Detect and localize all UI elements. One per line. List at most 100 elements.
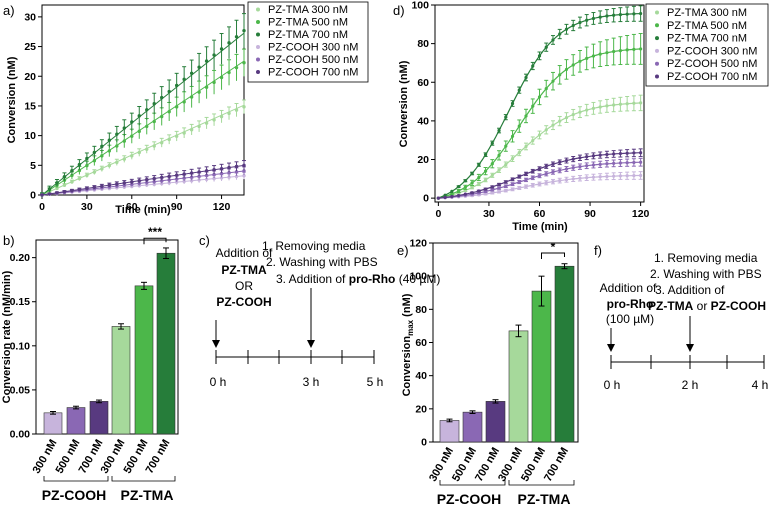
y-tick-label: 0.05 bbox=[10, 384, 31, 396]
data-point bbox=[605, 162, 609, 166]
data-point bbox=[612, 49, 616, 54]
data-point bbox=[182, 176, 186, 180]
data-point bbox=[477, 175, 481, 180]
data-point bbox=[504, 188, 508, 193]
data-point bbox=[234, 108, 239, 112]
data-point bbox=[227, 175, 231, 179]
data-point bbox=[531, 176, 535, 180]
significance-label: *** bbox=[148, 225, 162, 239]
data-point bbox=[145, 183, 149, 187]
x-tick-label: 60 bbox=[126, 201, 138, 213]
data-point bbox=[585, 18, 589, 22]
data-point bbox=[591, 106, 596, 110]
data-point bbox=[625, 174, 629, 178]
data-point bbox=[85, 163, 89, 168]
y-tick-label: 100 bbox=[409, 271, 427, 283]
data-point bbox=[137, 150, 141, 155]
legend-label: PZ-COOH 300 nM bbox=[268, 42, 358, 54]
data-point bbox=[551, 79, 555, 83]
data-point bbox=[571, 157, 575, 161]
data-point bbox=[639, 151, 643, 155]
data-point bbox=[463, 185, 467, 189]
panel-c-arrowhead-start bbox=[212, 340, 220, 348]
data-point bbox=[182, 131, 186, 135]
panel-f-step3: 3. Addition of bbox=[655, 283, 725, 297]
data-point bbox=[551, 123, 555, 127]
panel-c-arrowhead-mid bbox=[307, 340, 315, 348]
data-point bbox=[537, 182, 542, 186]
y-tick-label: 20 bbox=[415, 403, 427, 415]
data-point bbox=[639, 160, 643, 164]
data-point bbox=[612, 174, 616, 178]
data-point bbox=[122, 157, 126, 161]
panel-a-label: a) bbox=[3, 3, 15, 18]
bar bbox=[66, 407, 86, 435]
data-point bbox=[242, 169, 246, 173]
data-point bbox=[174, 134, 179, 138]
data-point bbox=[490, 191, 494, 195]
data-point bbox=[145, 147, 149, 151]
data-point bbox=[160, 179, 164, 183]
data-point bbox=[130, 154, 134, 158]
data-point bbox=[92, 170, 97, 174]
bar bbox=[462, 411, 483, 443]
data-point bbox=[115, 144, 119, 148]
data-point bbox=[639, 47, 643, 51]
data-point bbox=[510, 187, 515, 191]
data-point bbox=[227, 171, 231, 175]
data-point bbox=[558, 160, 562, 164]
data-point bbox=[174, 105, 179, 109]
data-point bbox=[490, 173, 494, 177]
data-point bbox=[470, 181, 474, 185]
data-point bbox=[591, 175, 596, 179]
legend-marker bbox=[256, 57, 260, 62]
data-point bbox=[564, 158, 569, 163]
data-point bbox=[625, 161, 629, 165]
data-point bbox=[219, 176, 224, 180]
data-point bbox=[510, 101, 515, 106]
data-point bbox=[242, 28, 246, 33]
data-point bbox=[632, 160, 636, 165]
data-point bbox=[77, 162, 82, 167]
legend-label: PZ-TMA 300 nM bbox=[268, 4, 348, 16]
legend-label: PZ-TMA 300 nM bbox=[667, 7, 747, 19]
data-point bbox=[77, 187, 82, 192]
data-point bbox=[204, 177, 209, 182]
data-point bbox=[497, 168, 501, 172]
data-point bbox=[450, 189, 454, 194]
data-point bbox=[591, 54, 596, 58]
data-point bbox=[477, 163, 481, 167]
data-point bbox=[504, 162, 508, 167]
data-point bbox=[470, 191, 474, 195]
data-point bbox=[490, 185, 494, 189]
data-point bbox=[152, 144, 156, 148]
group-bracket bbox=[43, 476, 109, 482]
data-point bbox=[137, 114, 141, 118]
data-point bbox=[160, 141, 164, 145]
legend-marker bbox=[256, 45, 260, 49]
data-point bbox=[152, 179, 156, 184]
data-point bbox=[107, 149, 112, 153]
panel-f-addition-conc: (100 µM) bbox=[606, 312, 654, 326]
y-tick-label: 0.15 bbox=[10, 296, 31, 308]
bar bbox=[89, 401, 109, 435]
legend-label: PZ-COOH 700 nM bbox=[268, 67, 358, 79]
x-tick-label: 60 bbox=[534, 208, 546, 220]
data-point bbox=[618, 161, 623, 165]
data-point bbox=[189, 71, 194, 75]
data-point bbox=[242, 163, 246, 168]
data-point bbox=[242, 105, 246, 109]
data-point bbox=[456, 185, 461, 189]
data-point bbox=[197, 178, 201, 182]
y-tick-label: 20 bbox=[24, 71, 36, 83]
x-tick-label: 30 bbox=[81, 201, 93, 213]
data-point bbox=[490, 188, 494, 192]
data-point bbox=[598, 153, 602, 157]
y-tick-label: 0 bbox=[421, 437, 427, 449]
panel-f-time-2: 2 h bbox=[682, 378, 699, 392]
panel-c-addition-cooh: PZ-COOH bbox=[216, 295, 271, 309]
data-point bbox=[212, 118, 216, 122]
data-point bbox=[591, 163, 596, 167]
